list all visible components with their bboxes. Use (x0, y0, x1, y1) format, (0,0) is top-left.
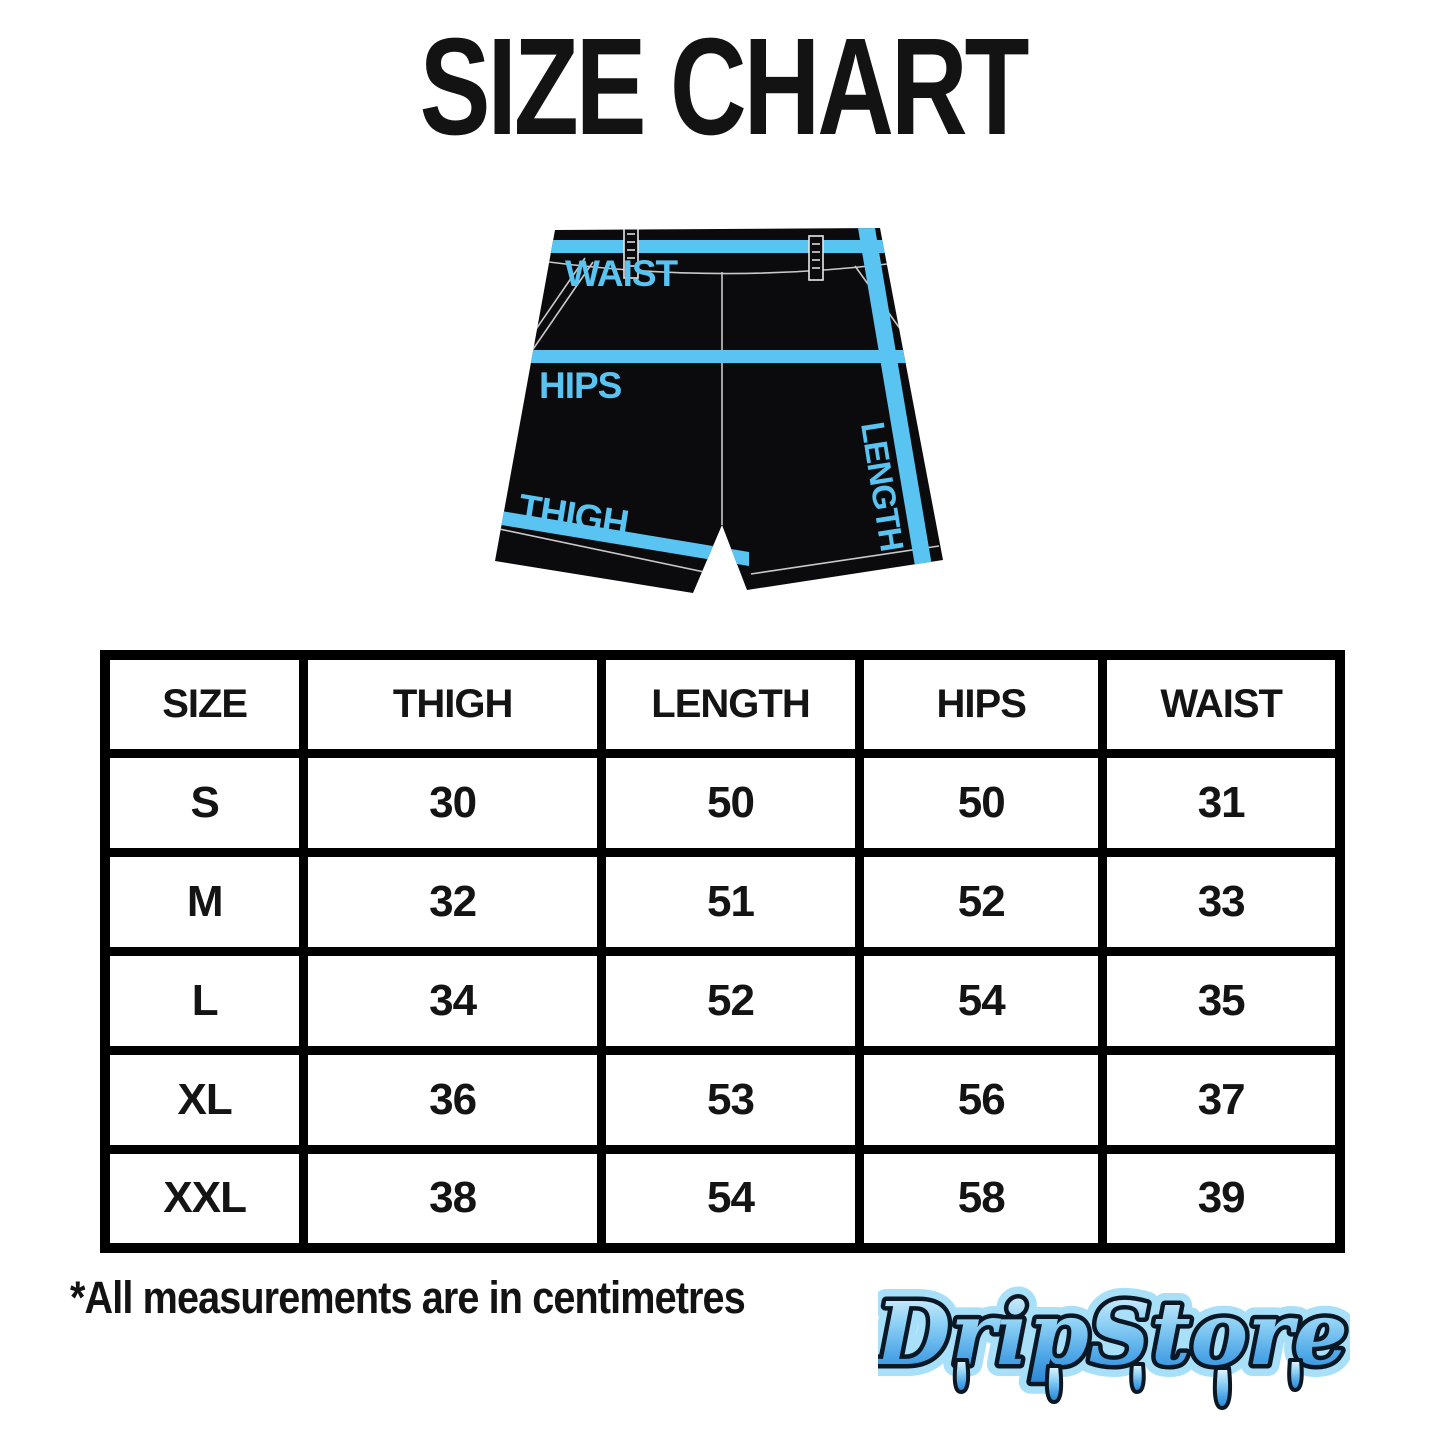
measurement-cell: 37 (1098, 1045, 1345, 1154)
hips-label: HIPS (539, 365, 622, 406)
logo-drip (1129, 1362, 1146, 1394)
measurement-cell: 34 (299, 946, 606, 1055)
thigh-measure-line (495, 508, 749, 566)
size-cell: S (100, 748, 309, 857)
column-header-hips: HIPS (855, 650, 1108, 758)
measurement-unit-note: *All measurements are in centimetres (70, 1272, 746, 1323)
measurement-cell: 38 (299, 1144, 606, 1253)
measurement-cell: 54 (596, 1144, 865, 1253)
table-row: XL 36 53 56 37 (100, 1045, 1345, 1154)
measurement-cell: 54 (855, 946, 1108, 1055)
size-cell: XL (100, 1045, 309, 1154)
measurement-cell: 31 (1098, 748, 1345, 857)
hips-measure-line (495, 350, 943, 363)
belt-loop-right (808, 235, 824, 281)
table-row: L 34 52 54 35 (100, 946, 1345, 1055)
belt-loops (623, 228, 824, 281)
measurement-cell: 33 (1098, 847, 1345, 956)
logo-text: DripStore (878, 1284, 1348, 1385)
column-header-waist: WAIST (1098, 650, 1345, 758)
measurement-cell: 51 (596, 847, 865, 956)
shorts-silhouette (495, 228, 943, 593)
left-pocket-seam-inner (526, 261, 594, 359)
waistband-seam (548, 261, 888, 275)
table-row: XXL 38 54 58 39 (100, 1144, 1345, 1253)
size-cell: L (100, 946, 309, 1055)
measurement-cell: 58 (855, 1144, 1108, 1253)
column-header-thigh: THIGH (299, 650, 606, 758)
measurement-cell: 39 (1098, 1144, 1345, 1253)
measurement-cell: 53 (596, 1045, 865, 1154)
logo-drip (1287, 1358, 1304, 1392)
logo-drip (952, 1358, 971, 1394)
logo-drip (1044, 1364, 1064, 1404)
logo-drip (1212, 1366, 1233, 1410)
belt-loop-left-stitches (627, 233, 635, 267)
table-row: M 32 51 52 33 (100, 847, 1345, 956)
measurement-cell: 30 (299, 748, 606, 857)
length-measure-line (858, 228, 933, 572)
waist-label: WAIST (565, 253, 679, 294)
right-hem-seam (750, 545, 940, 575)
measurement-cell: 50 (596, 748, 865, 857)
measurement-cell: 52 (596, 946, 865, 1055)
column-header-length: LENGTH (596, 650, 865, 758)
size-table: SIZE THIGH LENGTH HIPS WAIST S 30 50 50 31 M 3… (100, 650, 1345, 1253)
measurement-cell: 32 (299, 847, 606, 956)
size-cell: XXL (100, 1144, 309, 1253)
belt-loop-right-stitches (812, 243, 820, 269)
measurement-cell: 56 (855, 1045, 1108, 1154)
page-title: SIZE CHART (0, 18, 1445, 156)
logo-drip-shapes (952, 1358, 1304, 1410)
table-row: S 30 50 50 31 (100, 748, 1345, 857)
column-header-size: SIZE (100, 650, 309, 758)
size-cell: M (100, 847, 309, 956)
shorts-measurement-diagram: WAIST HIPS THIGH LENGTH (495, 228, 943, 593)
waist-measure-line (530, 240, 910, 253)
measurement-cell: 52 (855, 847, 1108, 956)
header-row: SIZE THIGH LENGTH HIPS WAIST (100, 650, 1345, 758)
size-table-body: S 30 50 50 31 M 32 51 52 33 L 34 52 54 35 XL 36 53 56 37 XXL… (100, 748, 1345, 1253)
page-title-text: SIZE CHART (419, 10, 1029, 164)
measurement-cell: 50 (855, 748, 1108, 857)
measurement-cell: 35 (1098, 946, 1345, 1055)
measurement-cell: 36 (299, 1045, 606, 1154)
left-thigh-seam (495, 525, 710, 574)
dripstore-logo: DripStore DripStore (878, 1272, 1350, 1410)
